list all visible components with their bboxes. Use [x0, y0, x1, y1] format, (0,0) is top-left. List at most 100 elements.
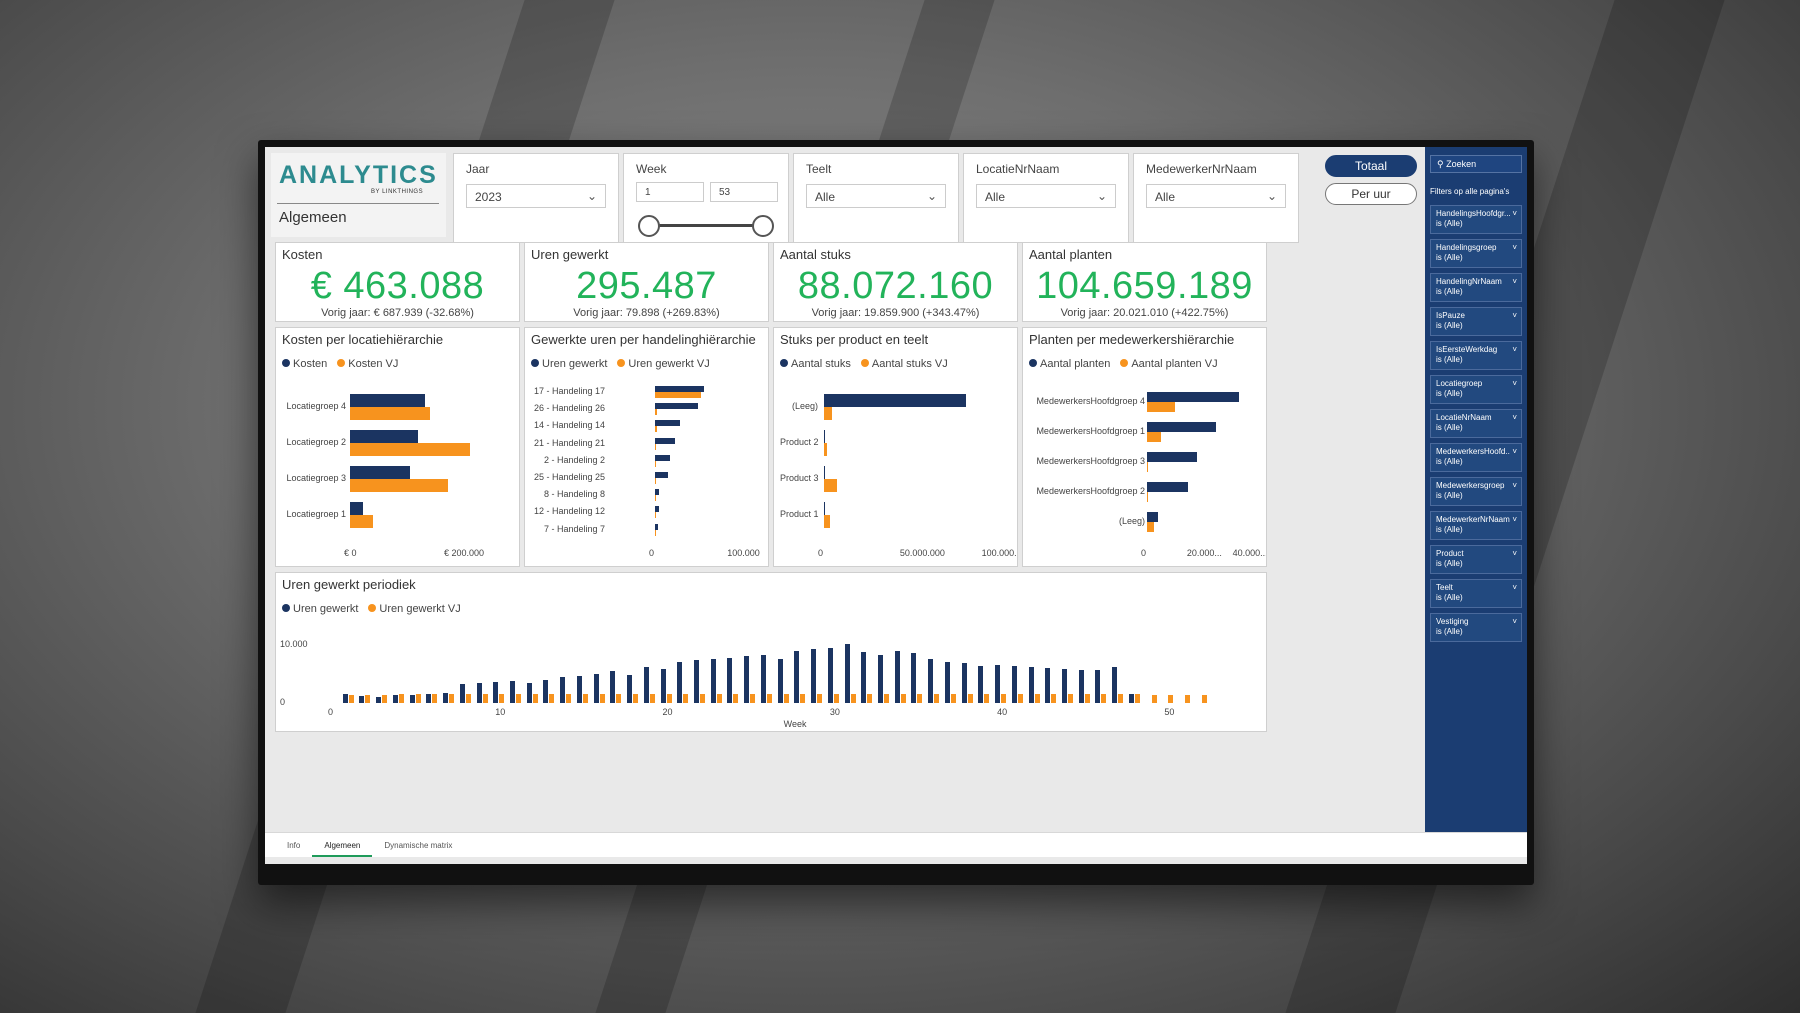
bar-current[interactable] [543, 679, 549, 703]
bar-previous-year[interactable] [700, 694, 705, 703]
bar-previous-year[interactable] [1051, 694, 1057, 703]
bar-current[interactable] [350, 502, 363, 515]
locatie-dropdown[interactable]: Alle ⌄ [976, 184, 1116, 208]
bar-previous-year[interactable] [783, 694, 789, 703]
bar-previous-year[interactable] [1151, 695, 1157, 703]
bar-previous-year[interactable] [516, 694, 521, 703]
bar-previous-year[interactable] [766, 694, 772, 703]
filter-card[interactable]: Locatiegroep is (Alle) ˅ [1430, 375, 1522, 404]
bar-previous-year[interactable] [649, 694, 655, 703]
bar-current[interactable] [1062, 669, 1067, 703]
bar-previous-year[interactable] [1147, 432, 1161, 442]
bar-current[interactable] [1147, 392, 1239, 402]
bar-previous-year[interactable] [900, 694, 906, 703]
bar-current[interactable] [824, 466, 825, 479]
bar-current[interactable] [576, 676, 582, 703]
bar-current[interactable] [655, 437, 676, 444]
filter-card[interactable]: Product is (Alle) ˅ [1430, 545, 1522, 574]
teelt-dropdown[interactable]: Alle ⌄ [806, 184, 946, 208]
bar-current[interactable] [1147, 482, 1189, 492]
filter-card[interactable]: Vestiging is (Alle) ˅ [1430, 613, 1522, 642]
bar-current[interactable] [1028, 667, 1034, 703]
bar-previous-year[interactable] [817, 694, 823, 703]
bar-current[interactable] [342, 694, 348, 703]
bar-current[interactable] [794, 650, 800, 703]
bar-previous-year[interactable] [824, 407, 833, 420]
bar-previous-year[interactable] [382, 694, 388, 703]
bar-previous-year[interactable] [350, 479, 448, 492]
bar-current[interactable] [928, 658, 934, 703]
bar-previous-year[interactable] [1168, 695, 1174, 703]
bar-current[interactable] [655, 506, 659, 513]
bar-previous-year[interactable] [566, 694, 572, 703]
bar-previous-year[interactable] [449, 694, 455, 703]
bar-current[interactable] [493, 682, 499, 703]
tab-info[interactable]: Info [287, 841, 301, 850]
filter-card[interactable]: IsEersteWerkdag is (Alle) ˅ [1430, 341, 1522, 370]
bar-previous-year[interactable] [365, 695, 371, 703]
filter-card[interactable]: HandelingNrNaam is (Alle) ˅ [1430, 273, 1522, 302]
bar-previous-year[interactable] [655, 392, 702, 398]
bar-current[interactable] [627, 675, 633, 703]
bar-previous-year[interactable] [350, 515, 373, 528]
filter-card[interactable]: IsPauze is (Alle) ˅ [1430, 307, 1522, 336]
filter-card[interactable]: LocatieNrNaam is (Alle) ˅ [1430, 409, 1522, 438]
bar-previous-year[interactable] [532, 694, 538, 703]
bar-previous-year[interactable] [1001, 694, 1007, 703]
bar-current[interactable] [777, 658, 783, 703]
bar-current[interactable] [655, 454, 670, 461]
bar-current[interactable] [677, 662, 683, 703]
bar-previous-year[interactable] [616, 694, 622, 703]
bar-current[interactable] [409, 694, 415, 703]
bar-current[interactable] [526, 682, 532, 703]
bar-current[interactable] [350, 430, 418, 443]
bar-previous-year[interactable] [833, 694, 839, 703]
bar-current[interactable] [1147, 452, 1198, 462]
bar-previous-year[interactable] [824, 443, 828, 456]
bar-previous-year[interactable] [499, 694, 505, 703]
bar-current[interactable] [655, 472, 669, 478]
bar-previous-year[interactable] [1118, 694, 1124, 703]
bar-current[interactable] [727, 657, 733, 703]
bar-current[interactable] [694, 659, 699, 703]
filter-card[interactable]: Handelingsgroep is (Alle) ˅ [1430, 239, 1522, 268]
bar-previous-year[interactable] [655, 460, 656, 467]
bar-current[interactable] [426, 693, 432, 703]
bar-current[interactable] [1078, 670, 1084, 703]
bar-previous-year[interactable] [348, 695, 354, 703]
bar-previous-year[interactable] [1147, 402, 1175, 412]
bar-current[interactable] [359, 696, 365, 703]
bar-previous-year[interactable] [950, 694, 956, 703]
filter-card[interactable]: MedewerkerNrNaam is (Alle) ˅ [1430, 511, 1522, 540]
bar-current[interactable] [878, 655, 883, 703]
bar-current[interactable] [655, 420, 681, 427]
bar-previous-year[interactable] [655, 426, 657, 433]
bar-current[interactable] [1095, 669, 1101, 703]
bar-previous-year[interactable] [884, 694, 889, 703]
bar-current[interactable] [655, 403, 699, 410]
bar-previous-year[interactable] [666, 694, 672, 703]
bar-previous-year[interactable] [1147, 462, 1148, 472]
bar-previous-year[interactable] [1185, 695, 1191, 703]
filter-card[interactable]: Teelt is (Alle) ˅ [1430, 579, 1522, 608]
bar-current[interactable] [824, 430, 826, 443]
bar-current[interactable] [510, 680, 515, 703]
bar-current[interactable] [610, 670, 616, 703]
bar-previous-year[interactable] [350, 407, 430, 420]
bar-current[interactable] [350, 466, 410, 479]
bar-current[interactable] [844, 643, 850, 703]
bar-current[interactable] [443, 692, 449, 703]
bar-current[interactable] [660, 669, 666, 703]
bar-previous-year[interactable] [1134, 694, 1140, 703]
bar-previous-year[interactable] [655, 409, 658, 416]
bar-previous-year[interactable] [1034, 694, 1040, 703]
medewerker-dropdown[interactable]: Alle ⌄ [1146, 184, 1286, 208]
bar-current[interactable] [827, 647, 833, 703]
bar-previous-year[interactable] [750, 694, 756, 703]
bar-current[interactable] [476, 683, 482, 703]
bar-previous-year[interactable] [1084, 694, 1090, 703]
bar-current[interactable] [643, 666, 649, 703]
bar-current[interactable] [655, 386, 704, 392]
bar-current[interactable] [978, 665, 984, 703]
bar-current[interactable] [1147, 512, 1159, 522]
